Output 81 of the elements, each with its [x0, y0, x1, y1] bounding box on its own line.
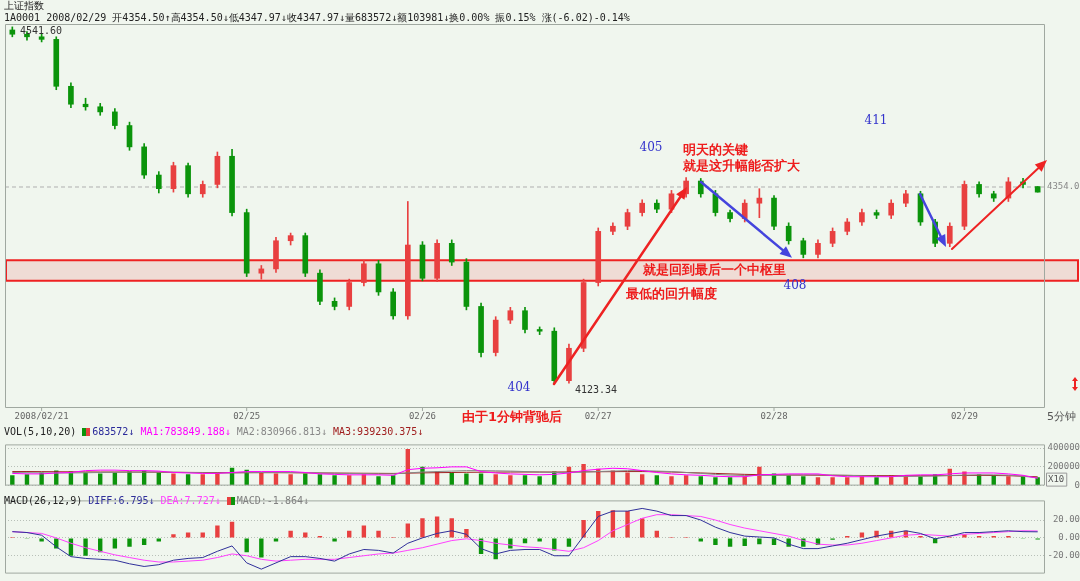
annotation: 405 [639, 140, 663, 155]
bar [1006, 476, 1011, 486]
bar [727, 538, 733, 547]
bar [127, 538, 132, 547]
bar [625, 511, 630, 538]
annotation: 408 [783, 278, 807, 293]
text: 由于1分钟背驰后 [462, 409, 563, 425]
x-tick-label: 02/26 [408, 410, 437, 421]
bar [288, 530, 293, 538]
bar [376, 476, 381, 486]
x-tick-label: 02/28 [760, 410, 788, 421]
y-tick-label: 0 [1074, 479, 1080, 490]
bar [625, 472, 630, 486]
bar [259, 472, 264, 486]
bar [288, 474, 293, 486]
bar [127, 471, 132, 486]
bar [332, 538, 337, 542]
text: DEA:7.727↓ [160, 495, 221, 506]
bar [464, 473, 469, 486]
bar [171, 473, 176, 486]
text: MA3:939230.375↓ [333, 426, 424, 437]
y-tick-label: 200000 [1047, 461, 1080, 472]
bar [537, 476, 542, 486]
y-tick-label: 0.00 [1058, 532, 1080, 543]
bar [830, 477, 835, 486]
bar [39, 538, 44, 542]
bar [10, 475, 15, 486]
y-tick-label: 400000 [1047, 442, 1080, 453]
bar [259, 538, 264, 558]
x-tick-label: 2008/02/21 [14, 410, 69, 421]
chart-title: VOL(5,10,20) [4, 426, 77, 437]
bar [376, 530, 381, 538]
bar [244, 538, 249, 553]
bar [420, 518, 425, 538]
annotation: 就是回到最后一个中枢里 [642, 262, 786, 278]
annotation: 411 [864, 113, 888, 128]
bar [508, 475, 513, 486]
bar [801, 476, 806, 486]
bar [156, 538, 161, 542]
bar [742, 538, 747, 546]
annotation: 404 [507, 380, 531, 395]
annotation: 明天的关键 [683, 142, 748, 158]
text: X10 [1048, 473, 1065, 484]
text: 5分钟 [1047, 409, 1076, 423]
bar [713, 538, 718, 546]
bar [698, 538, 703, 542]
bar [669, 476, 674, 486]
x-tick-label: 02/29 [950, 410, 978, 421]
text: DIFF:6.795↓ [88, 495, 155, 506]
chart-title: MACD(26,12,9) [4, 495, 83, 506]
bar [83, 538, 88, 556]
bar [141, 538, 147, 546]
chart-title: 上证指数 [4, 0, 44, 11]
legend-label: MACD:-1.864↓ [236, 495, 309, 506]
text: MA1:783849.188↓ [140, 426, 231, 437]
annotation: 4541.60 [20, 24, 63, 36]
bar [215, 525, 220, 538]
ref-line-label: 4354.0 [1047, 181, 1080, 192]
legend-label: 683572↓ [92, 426, 135, 437]
bar [361, 525, 367, 538]
bar [786, 475, 791, 486]
annotation: 4123.34 [575, 383, 618, 395]
bar [112, 538, 118, 549]
bar [171, 534, 176, 538]
bar [537, 538, 542, 542]
bar [83, 472, 88, 486]
annotation: 最低的回升幅度 [625, 286, 717, 302]
chart-subtitle: 1A0001 2008/02/29 开4354.50↑高4354.50↓低4347.97↓收4347.97↓量683572↓额103981↓换0.00% 振0.15% 涨(-6.02)-0.14% [4, 12, 630, 23]
bar [273, 538, 279, 542]
y-tick-label: -20.00 [1047, 550, 1080, 561]
bar [332, 475, 337, 486]
bar [874, 477, 879, 486]
bar [757, 538, 762, 545]
bar [713, 477, 718, 486]
bar [522, 538, 528, 544]
x-tick-label: 02/27 [584, 410, 612, 421]
bar [566, 538, 572, 547]
annotation: 就是这升幅能否扩大 [682, 158, 801, 174]
y-tick-label: 20.00 [1052, 514, 1080, 525]
x-tick-label: 02/25 [233, 410, 261, 421]
text: MA2:830966.813↓ [236, 426, 328, 437]
